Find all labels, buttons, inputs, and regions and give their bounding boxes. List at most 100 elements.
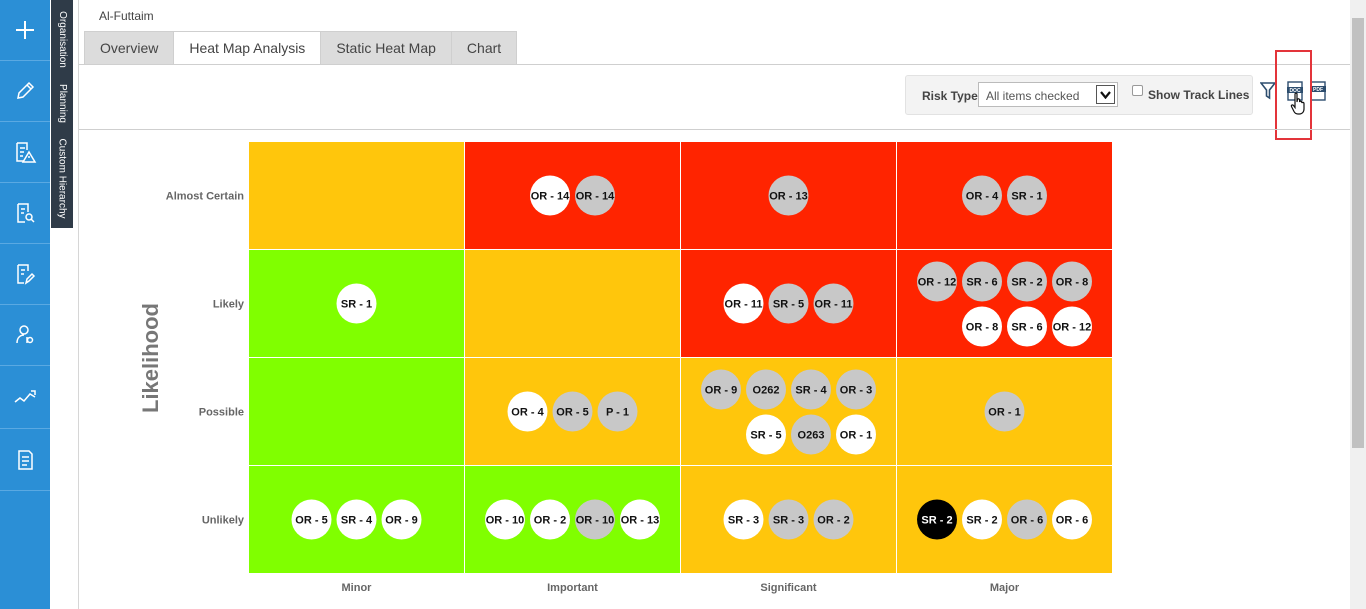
risk-bubble[interactable] [291,499,332,540]
risk-bubble[interactable] [701,369,741,410]
rail-risk-report-button[interactable] [0,122,50,183]
risk-bubble-label: OR - 11 [725,299,763,311]
risk-type-select[interactable]: All items checked [978,82,1118,107]
risk-bubble-label: OR - 10 [486,515,525,527]
risk-bubble-label: SR - 4 [341,515,373,527]
risk-bubble-label: OR - 9 [385,515,417,527]
risk-bubble[interactable] [597,391,638,432]
risk-bubble[interactable] [813,499,854,540]
risk-bubble[interactable] [836,369,876,410]
risk-bubble-label: SR - 5 [750,430,781,442]
risk-bubble[interactable] [530,499,570,540]
risk-bubble-label: OR - 14 [576,191,615,203]
risk-bubble[interactable] [984,391,1025,432]
risk-bubble[interactable] [791,369,831,410]
pencil-icon [17,81,35,99]
risk-bubble[interactable] [1052,261,1092,302]
risk-bubble[interactable] [768,283,809,324]
y-tick-label: Possible [199,407,244,419]
rail-document-button[interactable] [0,430,50,491]
risk-bubble-label: OR - 1 [988,407,1020,419]
side-tab-custom-hierarchy[interactable]: Custom Hierarchy [51,132,73,224]
risk-bubble[interactable] [723,283,764,324]
heat-cell [465,250,680,357]
risk-bubble[interactable] [962,175,1002,216]
risk-bubble[interactable] [1007,499,1047,540]
risk-bubble[interactable] [1007,261,1047,302]
heat-cell [249,142,464,249]
risk-report-icon [16,142,37,163]
side-tab-label: Organisation [56,10,68,68]
risk-bubble[interactable] [1052,499,1092,540]
scrollbar-thumb[interactable] [1352,18,1364,448]
heat-map-toolbar: Risk Type All items checked Show Track L… [905,75,1253,115]
risk-bubble-label: OR - 2 [534,515,566,527]
risk-bubble-label: SR - 1 [1011,191,1042,203]
risk-bubble-label: OR - 12 [1053,322,1092,334]
rail-trend-button[interactable] [0,368,50,429]
risk-bubble-label: OR - 4 [511,407,544,419]
risk-bubble[interactable] [620,499,660,540]
risk-bubble[interactable] [485,499,525,540]
risk-bubble[interactable] [791,414,831,455]
risk-bubble[interactable] [768,499,809,540]
risk-bubble[interactable] [336,283,377,324]
risk-bubble-label: OR - 6 [1011,515,1043,527]
risk-bubble-label: P - 1 [606,407,629,419]
rail-user-search-button[interactable] [0,305,50,366]
risk-bubble[interactable] [836,414,876,455]
risk-bubble[interactable] [813,283,854,324]
risk-bubble[interactable] [746,369,786,410]
tab-divider [79,64,1351,65]
rail-document-edit-button[interactable] [0,244,50,305]
y-tick-label: Unlikely [202,515,245,527]
risk-bubble[interactable] [1007,175,1047,216]
tab-chart[interactable]: Chart [450,31,518,65]
vertical-scrollbar[interactable] [1350,0,1366,609]
side-tab-organisation[interactable]: Organisation [51,4,73,74]
rail-pencil-button[interactable] [0,61,50,122]
tab-heat-map-analysis[interactable]: Heat Map Analysis [173,31,321,65]
show-track-lines-checkbox[interactable] [1132,85,1143,96]
y-tick-label: Likely [213,299,245,311]
risk-bubble[interactable] [723,499,764,540]
risk-bubble[interactable] [575,499,615,540]
risk-type-label: Risk Type [922,89,978,103]
organisation-name: Al-Futtaim [99,9,154,23]
rail-plus-button[interactable] [0,0,50,61]
risk-bubble[interactable] [507,391,548,432]
risk-bubble[interactable] [917,499,957,540]
y-tick-label: Almost Certain [166,191,245,203]
risk-bubble[interactable] [917,261,957,302]
risk-bubble[interactable] [1052,306,1092,347]
risk-type-value: All items checked [986,89,1080,103]
risk-bubble[interactable] [962,261,1002,302]
risk-bubble[interactable] [1007,306,1047,347]
chevron-down-icon[interactable] [1096,85,1115,104]
risk-bubble[interactable] [768,175,809,216]
risk-bubble-label: SR - 2 [921,515,952,527]
risk-bubble-label: SR - 6 [1011,322,1042,334]
tab-static-heat-map[interactable]: Static Heat Map [320,31,451,65]
risk-bubble-label: SR - 2 [966,515,997,527]
risk-bubble-label: OR - 9 [705,385,737,397]
rail-search-document-button[interactable] [0,183,50,244]
risk-bubble-label: SR - 2 [1011,277,1042,289]
risk-bubble-label: OR - 6 [1056,515,1088,527]
tab-bar: Overview Heat Map Analysis Static Heat M… [84,31,518,65]
filter-icon[interactable] [1259,82,1277,105]
highlight-box [1275,50,1312,140]
heat-cell [465,142,680,249]
risk-bubble[interactable] [746,414,786,455]
risk-bubble[interactable] [575,175,615,216]
risk-bubble[interactable] [530,175,570,216]
risk-bubble[interactable] [962,499,1002,540]
risk-bubble[interactable] [381,499,422,540]
risk-bubble[interactable] [336,499,377,540]
side-tab-planning[interactable]: Planning [51,78,73,128]
risk-bubble-label: OR - 11 [815,299,853,311]
risk-bubble[interactable] [552,391,593,432]
tab-overview[interactable]: Overview [84,31,174,65]
risk-bubble[interactable] [962,306,1002,347]
